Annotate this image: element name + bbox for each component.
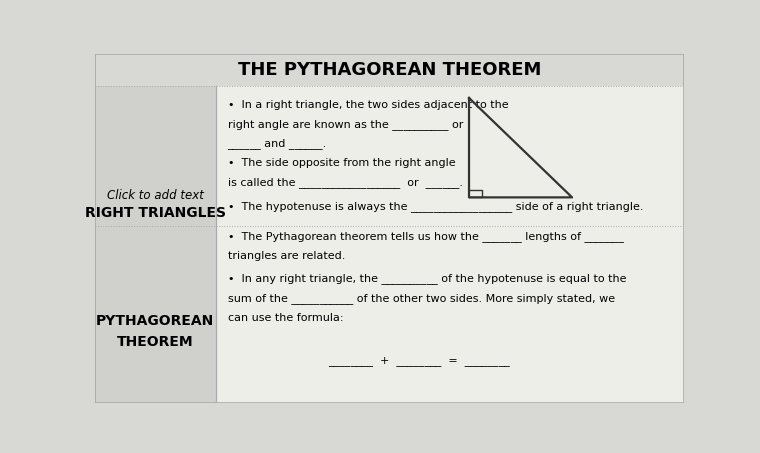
Text: triangles are related.: triangles are related. (227, 251, 345, 260)
Text: PYTHAGOREAN: PYTHAGOREAN (97, 314, 214, 328)
Text: right angle are known as the __________ or: right angle are known as the __________ … (227, 119, 463, 130)
Text: ______ and ______.: ______ and ______. (227, 138, 327, 149)
Bar (95, 54, 684, 87)
Text: ________  +  ________  =  ________: ________ + ________ = ________ (328, 357, 510, 366)
Text: •  The Pythagorean theorem tells us how the _______ lengths of _______: • The Pythagorean theorem tells us how t… (227, 231, 623, 242)
Text: •  The hypotenuse is always the __________________ side of a right triangle.: • The hypotenuse is always the _________… (227, 201, 643, 212)
Text: sum of the ___________ of the other two sides. More simply stated, we: sum of the ___________ of the other two … (227, 293, 615, 304)
Text: •  The side opposite from the right angle: • The side opposite from the right angle (227, 158, 455, 168)
Text: is called the __________________  or  ______.: is called the __________________ or ____… (227, 177, 463, 188)
Text: RIGHT TRIANGLES: RIGHT TRIANGLES (85, 206, 226, 220)
Text: THEOREM: THEOREM (117, 335, 194, 349)
Text: Click to add text: Click to add text (107, 189, 204, 202)
Text: •  In any right triangle, the __________ of the hypotenuse is equal to the: • In any right triangle, the __________ … (227, 273, 626, 284)
Text: can use the formula:: can use the formula: (227, 313, 343, 323)
Text: THE PYTHAGOREAN THEOREM: THE PYTHAGOREAN THEOREM (238, 62, 541, 79)
Text: •  In a right triangle, the two sides adjacent to the: • In a right triangle, the two sides adj… (227, 100, 508, 110)
Bar (216, 87, 684, 403)
Bar (95, 87, 216, 403)
